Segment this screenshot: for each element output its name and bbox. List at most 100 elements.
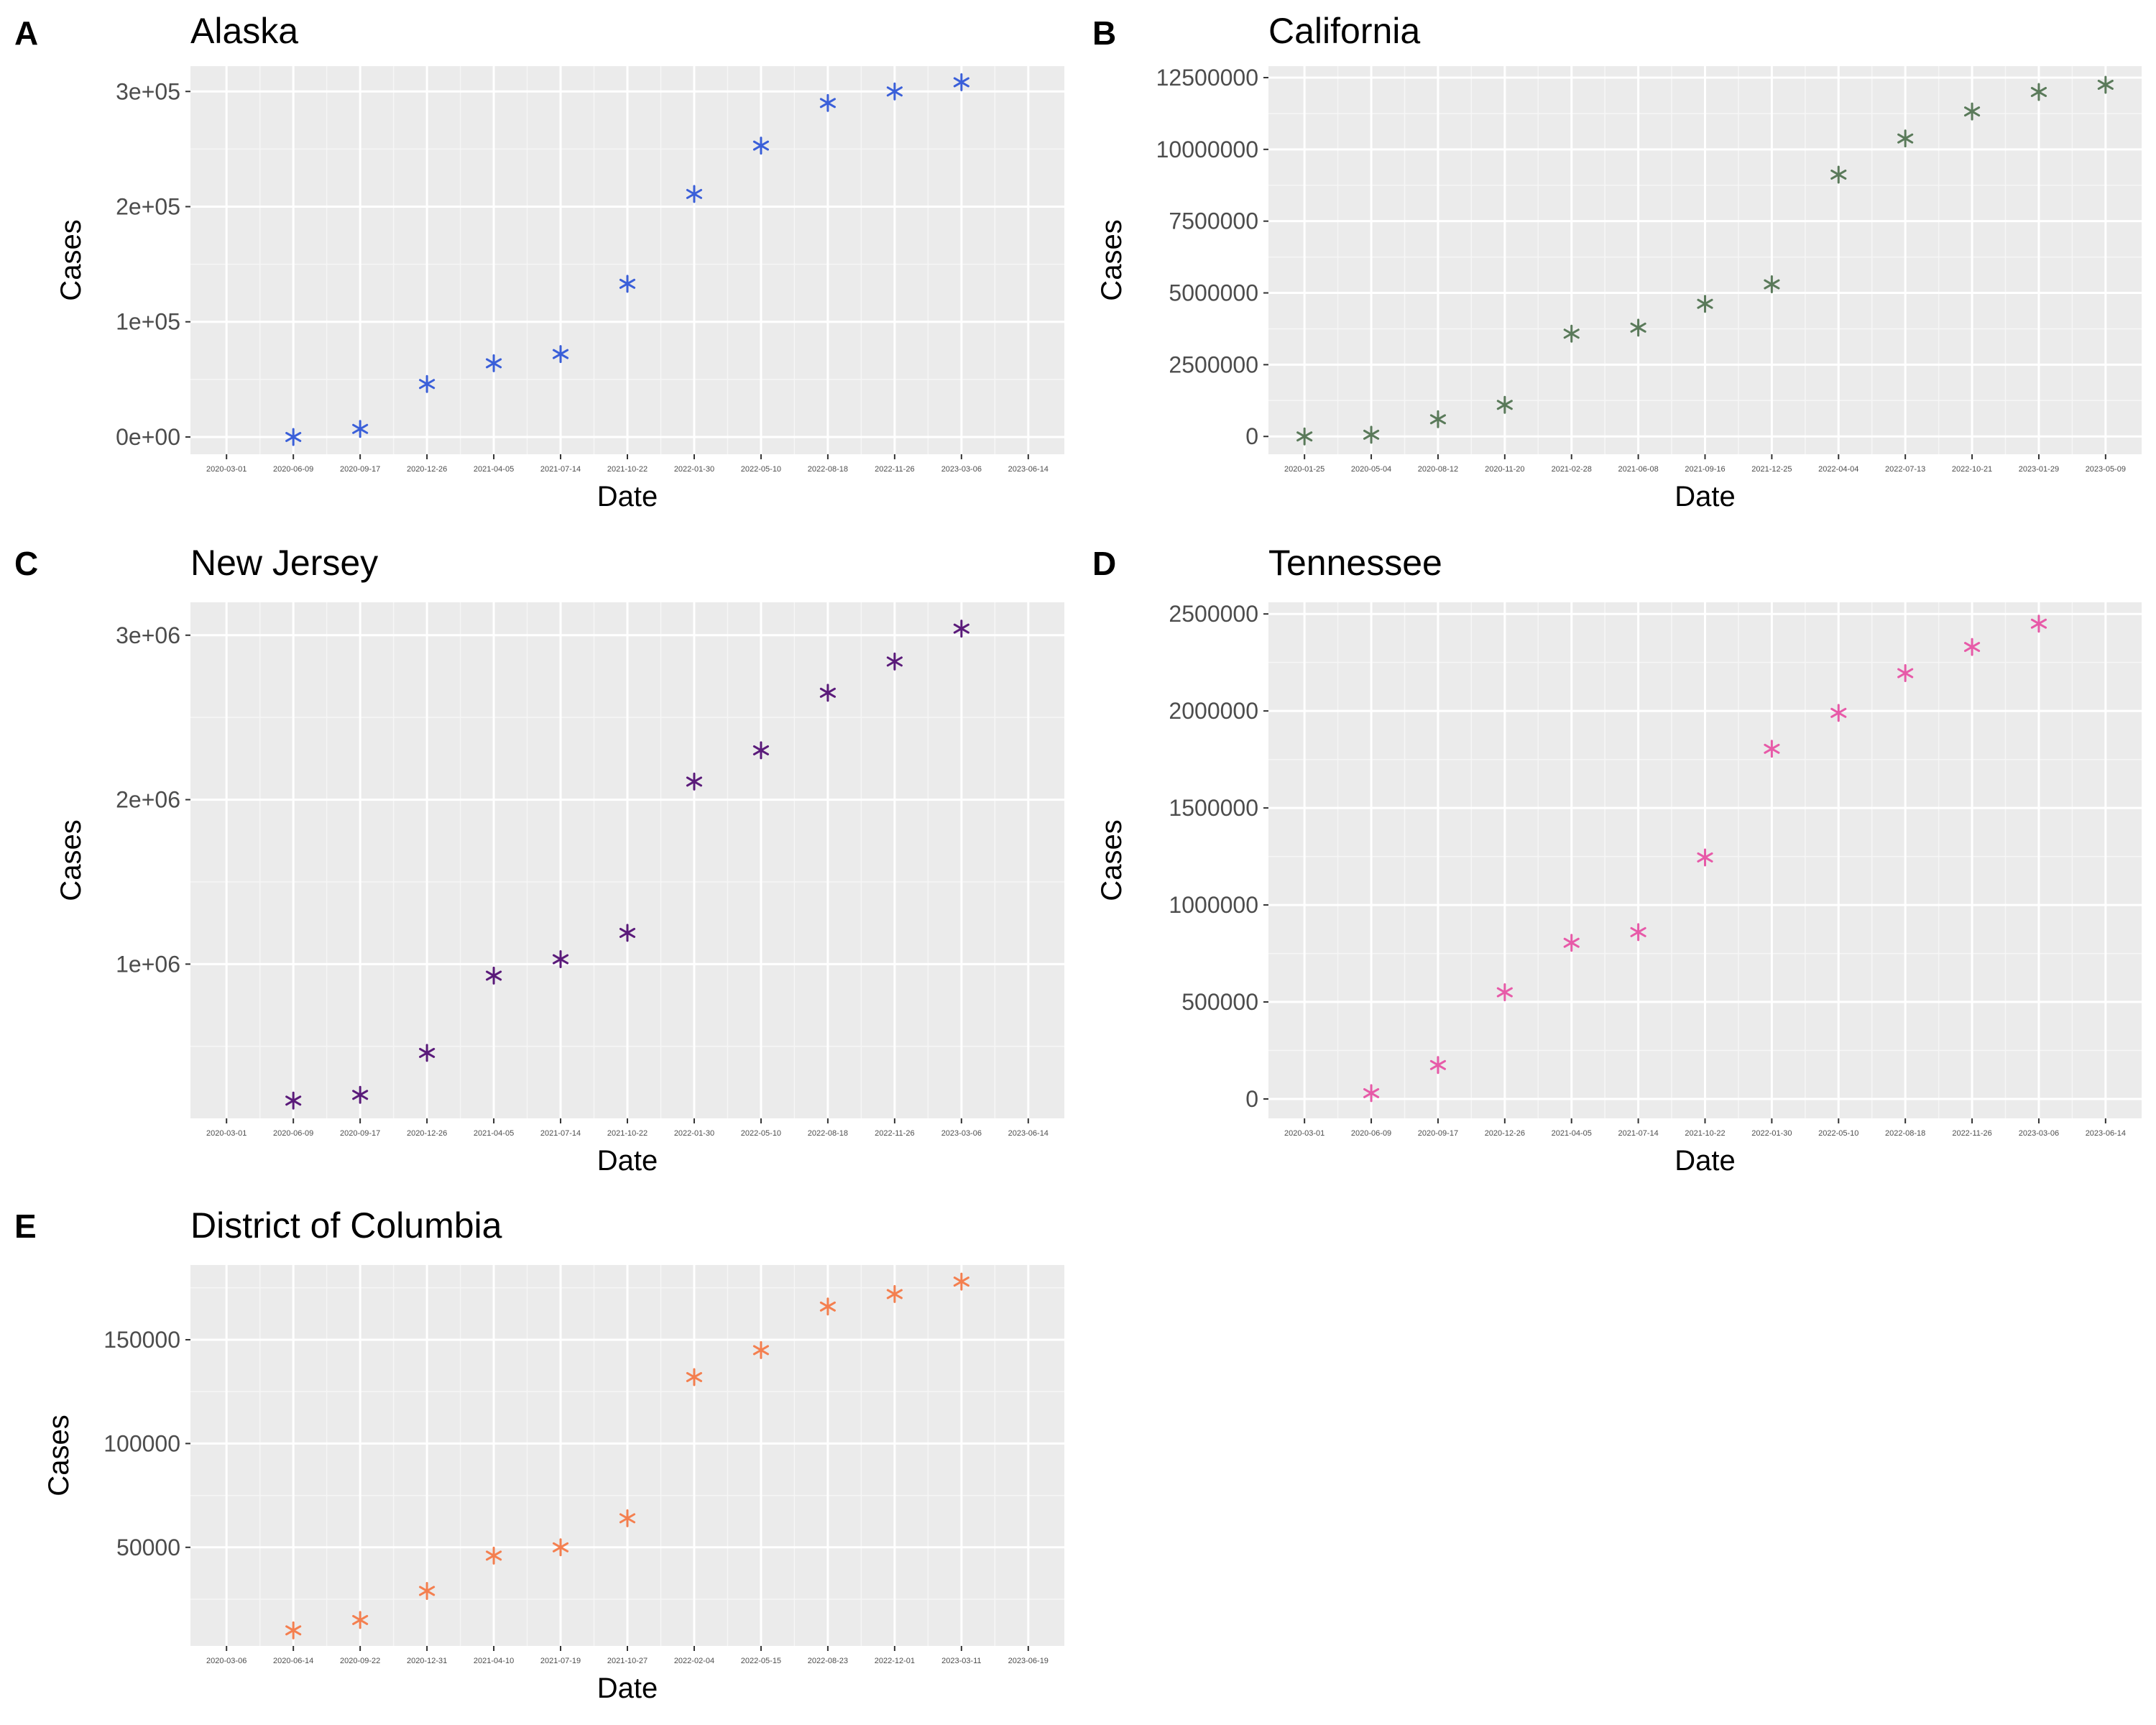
data-point bbox=[352, 420, 369, 438]
y-tick-label: 1500000 bbox=[1169, 795, 1258, 821]
x-tick-label: 2021-10-27 bbox=[607, 1657, 648, 1665]
data-point bbox=[686, 1368, 703, 1386]
x-tick-label: 2022-10-21 bbox=[1952, 465, 1992, 474]
y-tick-label: 50000 bbox=[116, 1535, 180, 1560]
x-tick-label: 2021-10-22 bbox=[607, 465, 648, 474]
panel-a: A Alaska 2020-03-01 2020-06-09 2020-09-17 202… bbox=[14, 11, 1064, 512]
data-point bbox=[419, 1581, 436, 1600]
data-point bbox=[752, 741, 770, 760]
panel-b: B California 2020-01-25 2020-05-04 2020-08-1… bbox=[1092, 11, 2142, 512]
data-point bbox=[285, 1091, 302, 1110]
data-point bbox=[419, 374, 436, 393]
data-point bbox=[352, 1611, 369, 1629]
data-point bbox=[1830, 704, 1847, 722]
panel-title: Alaska bbox=[190, 11, 298, 51]
y-tick-label: 0e+00 bbox=[116, 424, 180, 450]
data-point bbox=[686, 185, 703, 203]
panel-letter: E bbox=[14, 1208, 37, 1245]
data-point bbox=[2030, 83, 2047, 101]
x-axis-label: Date bbox=[597, 1145, 658, 1177]
x-tick-label: 2021-09-16 bbox=[1685, 465, 1725, 474]
data-point bbox=[886, 1284, 903, 1303]
x-tick-label: 2022-12-01 bbox=[875, 1657, 915, 1665]
x-tick-label: 2022-08-18 bbox=[808, 1129, 848, 1138]
data-point bbox=[1296, 427, 1313, 446]
x-tick-label: 2022-08-23 bbox=[808, 1657, 848, 1665]
data-point bbox=[1429, 1056, 1447, 1075]
data-point bbox=[619, 1509, 636, 1527]
x-tick-label: 2022-08-18 bbox=[1885, 1129, 1925, 1138]
x-tick-label: 2023-03-06 bbox=[941, 465, 982, 474]
panel-letter: B bbox=[1092, 14, 1116, 52]
data-point bbox=[1697, 848, 1713, 867]
x-tick-label: 2022-05-10 bbox=[741, 465, 781, 474]
data-point bbox=[285, 428, 302, 446]
x-tick-label: 2021-04-05 bbox=[1552, 1129, 1592, 1138]
x-tick-label: 2022-08-18 bbox=[808, 465, 848, 474]
data-point bbox=[1496, 395, 1513, 414]
x-tick-label: 2022-01-30 bbox=[1751, 1129, 1792, 1138]
x-tick-label: 2020-03-06 bbox=[206, 1657, 247, 1665]
x-tick-label: 2022-05-15 bbox=[741, 1657, 781, 1665]
data-point bbox=[1764, 275, 1780, 294]
x-tick-label: 2022-01-30 bbox=[674, 1129, 714, 1138]
x-tick-label: 2020-09-17 bbox=[1418, 1129, 1458, 1138]
panel-letter: A bbox=[14, 14, 38, 52]
y-tick-label: 100000 bbox=[103, 1430, 180, 1456]
panel-letter: D bbox=[1092, 545, 1116, 582]
x-tick-label: 2020-12-31 bbox=[407, 1657, 447, 1665]
data-point bbox=[1630, 318, 1646, 337]
data-point bbox=[819, 684, 836, 702]
x-tick-label: 2020-12-26 bbox=[1485, 1129, 1525, 1138]
x-tick-label: 2020-06-09 bbox=[1351, 1129, 1391, 1138]
data-point bbox=[485, 354, 502, 372]
x-tick-label: 2022-05-10 bbox=[1818, 1129, 1858, 1138]
data-point bbox=[2097, 75, 2114, 94]
data-point bbox=[1963, 102, 1981, 121]
data-point bbox=[1363, 426, 1380, 444]
panel-letter: C bbox=[14, 545, 38, 582]
data-point bbox=[686, 772, 703, 791]
y-axis-label: Cases bbox=[55, 819, 87, 901]
x-tick-label: 2020-09-17 bbox=[340, 1129, 380, 1138]
x-tick-label: 2020-06-09 bbox=[273, 1129, 313, 1138]
x-tick-label: 2021-10-22 bbox=[607, 1129, 648, 1138]
y-axis-label: Cases bbox=[1096, 219, 1128, 300]
x-tick-label: 2020-05-04 bbox=[1351, 465, 1391, 474]
data-point bbox=[1563, 324, 1580, 343]
y-tick-label: 2e+05 bbox=[116, 193, 180, 219]
panel-title: Tennessee bbox=[1268, 543, 1442, 583]
x-tick-label: 2023-06-14 bbox=[2086, 1129, 2126, 1138]
y-tick-label: 2500000 bbox=[1169, 601, 1258, 627]
y-tick-label: 1000000 bbox=[1169, 892, 1258, 918]
data-point bbox=[1897, 129, 1914, 148]
data-point bbox=[552, 345, 569, 364]
data-point bbox=[1963, 638, 1981, 656]
data-point bbox=[552, 1538, 569, 1557]
x-tick-label: 2022-07-13 bbox=[1885, 465, 1925, 474]
y-tick-label: 3e+06 bbox=[116, 622, 180, 648]
panel-title: California bbox=[1268, 11, 1420, 51]
x-tick-label: 2023-01-29 bbox=[2019, 465, 2059, 474]
x-tick-label: 2021-12-25 bbox=[1751, 465, 1792, 474]
x-tick-label: 2022-04-04 bbox=[1818, 465, 1858, 474]
panel-d: D Tennessee 2020-03-01 2020-06-09 2020-09-17… bbox=[1092, 543, 2142, 1177]
panel-e: E District of Columbia 2020-03-06 2020-06-1… bbox=[14, 1205, 1064, 1704]
x-axis-label: Date bbox=[597, 481, 658, 512]
x-axis-label: Date bbox=[1674, 1145, 1736, 1177]
data-point bbox=[485, 966, 502, 985]
y-tick-label: 7500000 bbox=[1169, 208, 1258, 234]
x-tick-label: 2022-11-26 bbox=[1952, 1129, 1991, 1138]
x-tick-label: 2021-02-28 bbox=[1552, 465, 1592, 474]
y-tick-label: 150000 bbox=[103, 1327, 180, 1353]
y-axis-label: Cases bbox=[55, 219, 87, 300]
data-point bbox=[953, 620, 969, 638]
x-tick-label: 2023-03-06 bbox=[941, 1129, 982, 1138]
data-point bbox=[752, 137, 770, 155]
x-tick-label: 2020-01-25 bbox=[1284, 465, 1325, 474]
y-tick-label: 12500000 bbox=[1156, 65, 1258, 91]
data-point bbox=[1897, 664, 1914, 683]
y-tick-label: 2000000 bbox=[1169, 698, 1258, 724]
panel-c: C New Jersey 2020-03-01 2020-06-09 2020-09-1… bbox=[14, 543, 1064, 1177]
